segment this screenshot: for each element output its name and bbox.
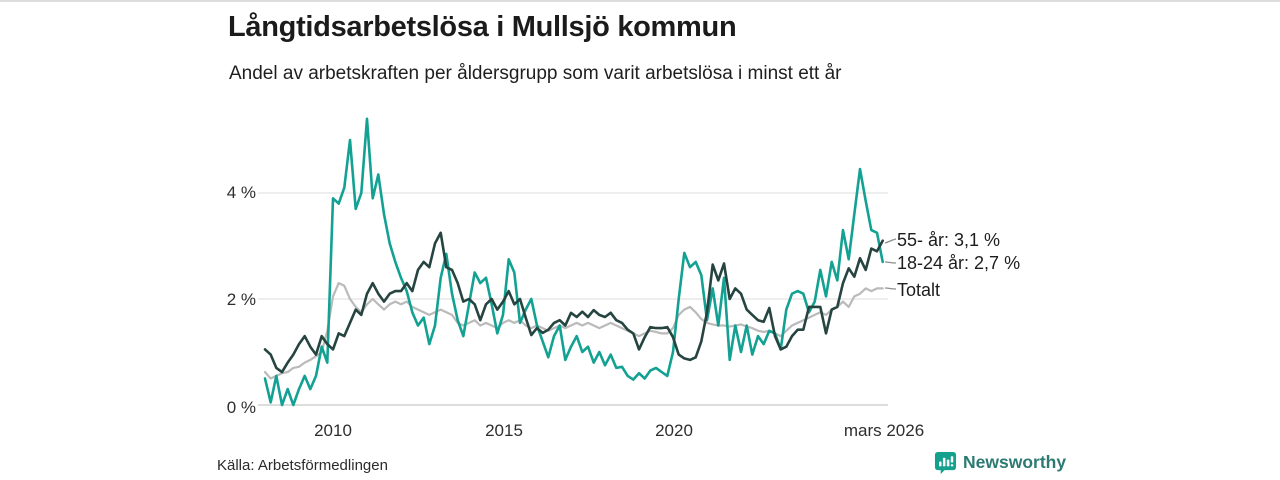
page-title: Långtidsarbetslösa i Mullsjö kommun xyxy=(228,11,737,43)
x-tick-2015: 2015 xyxy=(485,421,523,440)
connector-totalt xyxy=(884,287,897,290)
bar-chart-speech-bubble-icon xyxy=(934,451,957,474)
connector-18-24 xyxy=(884,261,897,264)
line-18-24-r xyxy=(263,117,885,407)
series-label-totalt: Totalt xyxy=(897,280,941,300)
x-tick-2010: 2010 xyxy=(314,421,352,440)
y-tick-4: 4 % xyxy=(226,183,256,202)
y-tick-2: 2 % xyxy=(226,290,256,309)
gridlines xyxy=(258,192,888,406)
line-55-r xyxy=(263,231,885,374)
x-tick-mars-2026: mars 2026 xyxy=(843,421,925,440)
series-label-55: 55- år: 3,1 % xyxy=(897,230,1001,250)
x-tick-2020: 2020 xyxy=(655,421,693,440)
connector-55 xyxy=(884,238,897,244)
line-totalt xyxy=(263,282,884,380)
page-subtitle: Andel av arbetskraften per åldersgrupp s… xyxy=(229,63,842,84)
series-lines xyxy=(263,117,885,407)
y-tick-0: 0 % xyxy=(226,398,256,417)
top-border xyxy=(0,0,1280,2)
annotation-connectors xyxy=(884,238,897,290)
source-note: Källa: Arbetsförmedlingen xyxy=(217,457,388,474)
brand-name: Newsworthy xyxy=(963,452,1067,472)
series-label-18-24: 18-24 år: 2,7 % xyxy=(897,253,1021,273)
brand-logo: Newsworthy xyxy=(934,451,1066,474)
